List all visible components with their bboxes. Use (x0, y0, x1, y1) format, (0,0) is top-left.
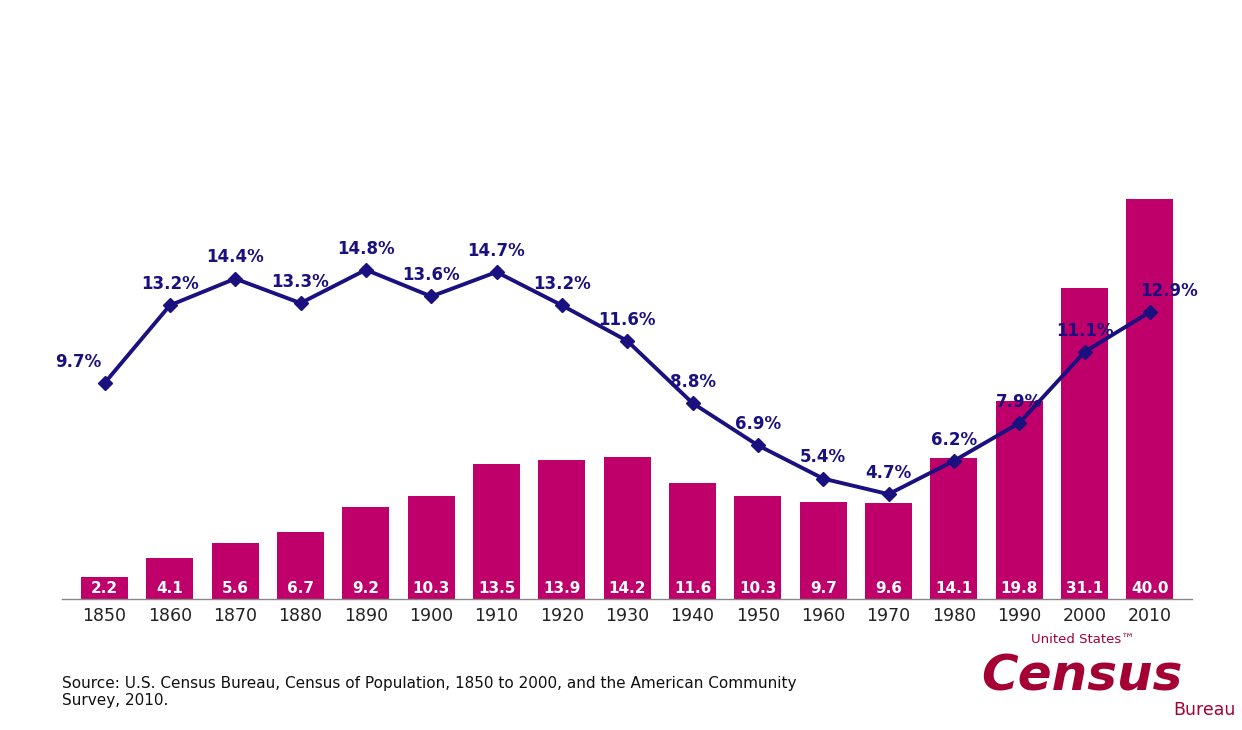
Text: Bureau: Bureau (1174, 701, 1236, 719)
Bar (1126, 199, 1174, 599)
Bar (211, 542, 258, 599)
Bar (800, 502, 847, 599)
Text: 9.7: 9.7 (810, 580, 837, 596)
Text: 4.7%: 4.7% (866, 464, 912, 482)
Text: 14.4%: 14.4% (206, 248, 265, 266)
Text: Census: Census (981, 653, 1182, 701)
Text: 11.1%: 11.1% (1056, 322, 1113, 339)
Text: Source: U.S. Census Bureau, Census of Population, 1850 to 2000, and the American: Source: U.S. Census Bureau, Census of Po… (62, 676, 796, 708)
Text: 6.7: 6.7 (287, 580, 314, 596)
Text: 13.2%: 13.2% (533, 275, 591, 293)
Text: 9.7%: 9.7% (56, 353, 102, 371)
Text: 14.1: 14.1 (935, 580, 972, 596)
Text: 11.6%: 11.6% (599, 311, 656, 329)
Bar (1061, 288, 1108, 599)
Text: 19.8: 19.8 (1001, 580, 1038, 596)
Bar (277, 531, 324, 599)
Bar (604, 457, 651, 599)
Bar (473, 464, 520, 599)
Text: 13.9: 13.9 (543, 580, 580, 596)
Text: 13.5: 13.5 (478, 580, 515, 596)
Bar (343, 507, 390, 599)
Text: 7.9%: 7.9% (996, 393, 1042, 411)
Text: 9.6: 9.6 (876, 580, 902, 596)
Bar (930, 458, 977, 599)
Text: 8.8%: 8.8% (669, 373, 715, 391)
Text: 2.2: 2.2 (91, 580, 118, 596)
Bar (734, 496, 781, 599)
Bar (669, 483, 717, 599)
Text: 4.1: 4.1 (156, 580, 184, 596)
Text: 14.8%: 14.8% (337, 239, 395, 258)
Text: 14.7%: 14.7% (468, 242, 525, 260)
Text: 6.2%: 6.2% (930, 431, 977, 449)
Text: 11.6: 11.6 (674, 580, 712, 596)
Text: 5.4%: 5.4% (800, 448, 846, 466)
Text: 5.6: 5.6 (222, 580, 248, 596)
Text: 13.2%: 13.2% (142, 275, 199, 293)
Text: 40.0: 40.0 (1131, 580, 1169, 596)
Text: 6.9%: 6.9% (735, 415, 781, 433)
Text: 10.3: 10.3 (412, 580, 450, 596)
Bar (864, 503, 912, 599)
Text: 12.9%: 12.9% (1140, 282, 1199, 300)
Text: 13.6%: 13.6% (402, 266, 460, 284)
Bar (996, 401, 1043, 599)
Text: United States™: United States™ (1031, 633, 1134, 646)
Bar (538, 460, 585, 599)
Text: 9.2: 9.2 (353, 580, 379, 596)
Text: 14.2: 14.2 (609, 580, 646, 596)
Text: 31.1: 31.1 (1066, 580, 1103, 596)
Bar (147, 558, 194, 599)
Text: 13.3%: 13.3% (272, 273, 329, 291)
Text: 10.3: 10.3 (739, 580, 776, 596)
Bar (407, 496, 455, 599)
Bar (81, 577, 128, 599)
